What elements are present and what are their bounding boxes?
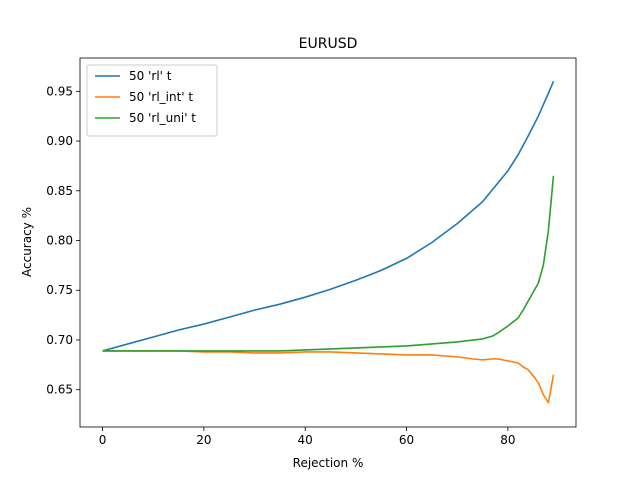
y-tick-label: 0.80	[46, 234, 73, 248]
y-tick-label: 0.70	[46, 333, 73, 347]
x-tick-label: 80	[500, 433, 515, 447]
legend-entry-label: 50 'rl_int' t	[129, 90, 193, 104]
y-axis-label: Accuracy %	[20, 207, 34, 277]
series-line-50-rl-t	[102, 81, 555, 352]
y-tick-label: 0.90	[46, 134, 73, 148]
axes-frame	[79, 57, 577, 428]
x-tick-label: 20	[196, 433, 211, 447]
x-tick-label: 60	[399, 433, 414, 447]
y-tick-label: 0.65	[46, 383, 73, 397]
x-tick-label: 40	[298, 433, 313, 447]
series-line-50-rl-uni-t	[102, 175, 555, 352]
y-tick-label: 0.75	[46, 283, 73, 297]
x-tick-label: 0	[99, 433, 107, 447]
legend-entry-label: 50 'rl_uni' t	[129, 111, 196, 125]
chart-title: EURUSD	[299, 36, 358, 52]
y-tick-label: 0.95	[46, 84, 73, 98]
x-axis-label: Rejection %	[293, 456, 364, 470]
legend-entry-label: 50 'rl' t	[129, 69, 172, 83]
plot-area: 0 20 40 60 80 0.65 0.70 0.75 0.80 0.85 0.90 0.95	[46, 57, 577, 447]
series-line-50-rl-int-t	[102, 350, 555, 404]
legend: 50 'rl' t 50 'rl_int' t 50 'rl_uni' t	[86, 64, 218, 137]
y-tick-label: 0.85	[46, 184, 73, 198]
